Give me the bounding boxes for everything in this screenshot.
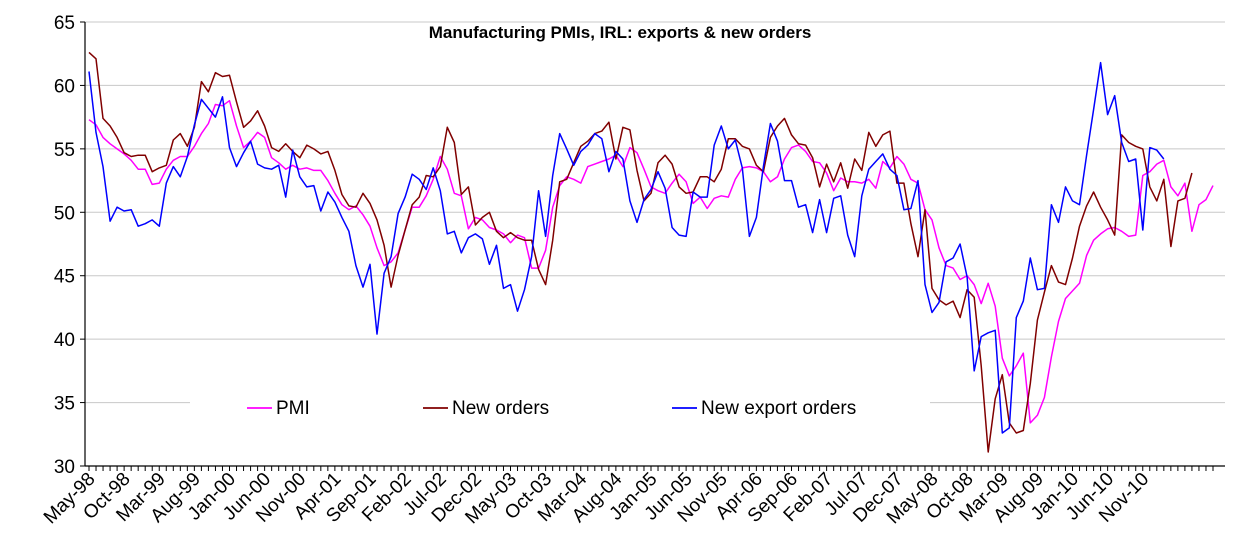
y-tick-label: 35 (54, 394, 75, 415)
y-tick-label: 55 (54, 140, 75, 161)
legend-box (190, 392, 930, 424)
legend: PMI New orders New export orders (190, 392, 930, 424)
y-tick-label: 40 (54, 330, 75, 351)
y-tick-label: 30 (54, 457, 75, 478)
series-lines (88, 51, 1214, 453)
y-axis-ticks: 30 35 40 45 50 55 60 65 (54, 13, 85, 478)
y-tick-label: 60 (54, 76, 75, 97)
legend-label-pmi: PMI (276, 398, 310, 419)
y-tick-label: 45 (54, 267, 75, 288)
legend-label-new-export-orders: New export orders (701, 398, 856, 419)
series-line-new-orders (88, 51, 1193, 453)
legend-label-new-orders: New orders (452, 398, 549, 419)
series-line-pmi (88, 99, 1214, 424)
chart-title: Manufacturing PMIs, IRL: exports & new o… (429, 23, 812, 42)
y-tick-label: 65 (54, 13, 75, 34)
axes (84, 22, 1225, 467)
series-line-new-export-orders (88, 61, 1165, 434)
y-tick-label: 50 (54, 203, 75, 224)
